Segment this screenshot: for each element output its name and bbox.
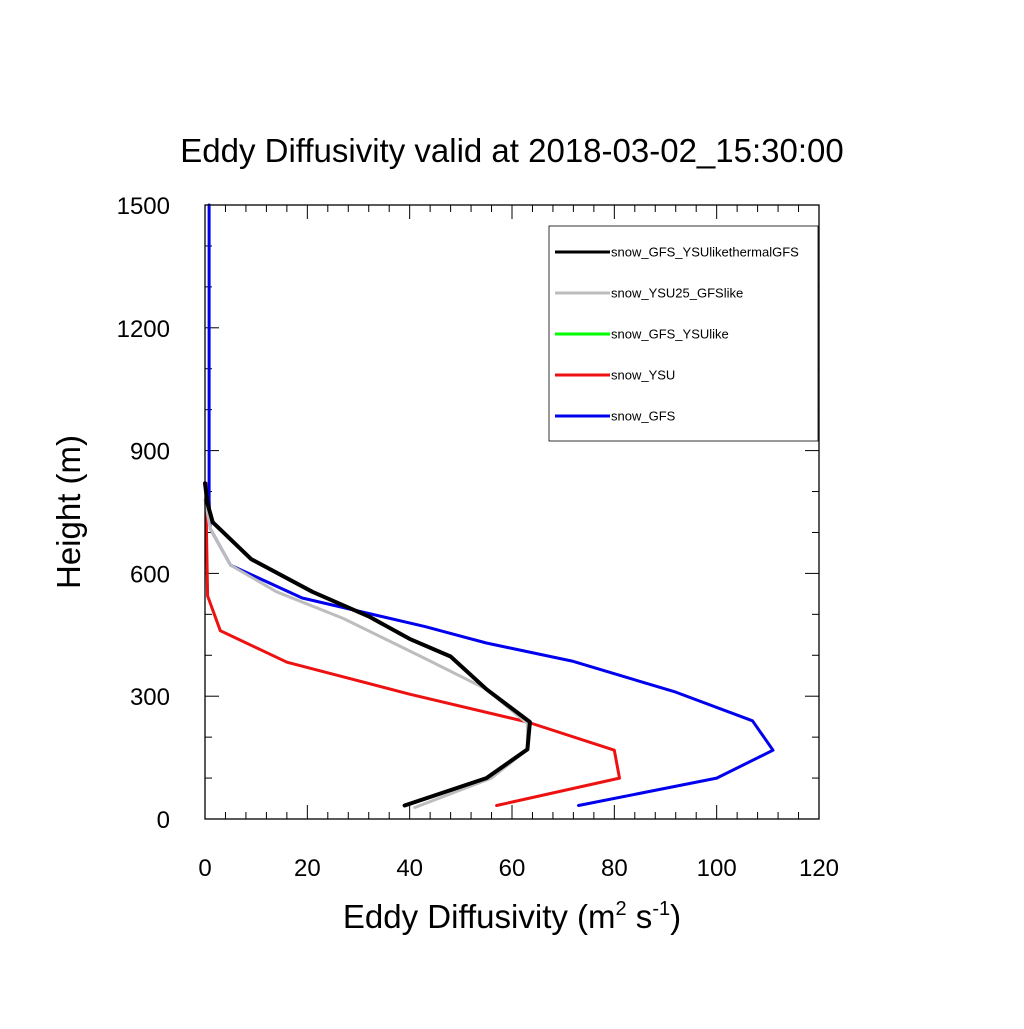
legend-label: snow_GFS_YSUlike [611, 327, 729, 342]
series-line-snow_GFS_YSUlikethermalGFS [203, 481, 532, 808]
legend-label: snow_YSU [611, 368, 675, 383]
y-axis-label: Height (m) [50, 435, 87, 589]
x-axis-label-suffix: ) [670, 898, 681, 935]
series-line-snow_YSU25_GFSlike [203, 498, 529, 809]
legend-label: snow_GFS [611, 409, 676, 424]
x-tick-label: 20 [294, 855, 321, 882]
x-axis-label-sup1: 2 [616, 898, 627, 920]
legend-label: snow_YSU25_GFSlike [611, 286, 743, 301]
y-tick-label: 900 [130, 439, 170, 466]
x-tick-label: 100 [697, 855, 737, 882]
y-tick-label: 600 [130, 561, 170, 588]
y-tick-label: 300 [130, 684, 170, 711]
series-line-snow_YSU [204, 481, 621, 807]
y-tick-label: 0 [157, 807, 170, 834]
x-tick-label: 0 [198, 855, 211, 882]
y-tick-label: 1500 [117, 193, 170, 220]
x-tick-labels: 0 20 40 60 80 100 120 [198, 855, 839, 882]
x-axis-label: Eddy Diffusivity (m2 s-1) [343, 898, 681, 935]
x-axis-label-prefix: Eddy Diffusivity (m [343, 898, 616, 935]
chart-title: Eddy Diffusivity valid at 2018-03-02_15:… [180, 132, 843, 169]
x-tick-label: 80 [601, 855, 628, 882]
x-axis-label-mid: s [627, 898, 653, 935]
legend-label: snow_GFS_YSUlikethermalGFS [611, 245, 799, 260]
series-lines [203, 203, 775, 809]
x-tick-label: 120 [799, 855, 839, 882]
x-tick-label: 40 [396, 855, 423, 882]
plot-frame [204, 204, 820, 820]
series-line-snow_GFS [207, 203, 775, 807]
series-line-snow_GFS_YSUlike [203, 481, 532, 807]
x-axis-label-sup2: -1 [652, 898, 670, 920]
legend: snow_GFS_YSUlikethermalGFS snow_YSU25_GFS… [548, 225, 819, 442]
x-tick-label: 60 [499, 855, 526, 882]
y-tick-label: 1200 [117, 316, 170, 343]
y-tick-labels: 0 300 600 900 1200 1500 [117, 193, 170, 834]
